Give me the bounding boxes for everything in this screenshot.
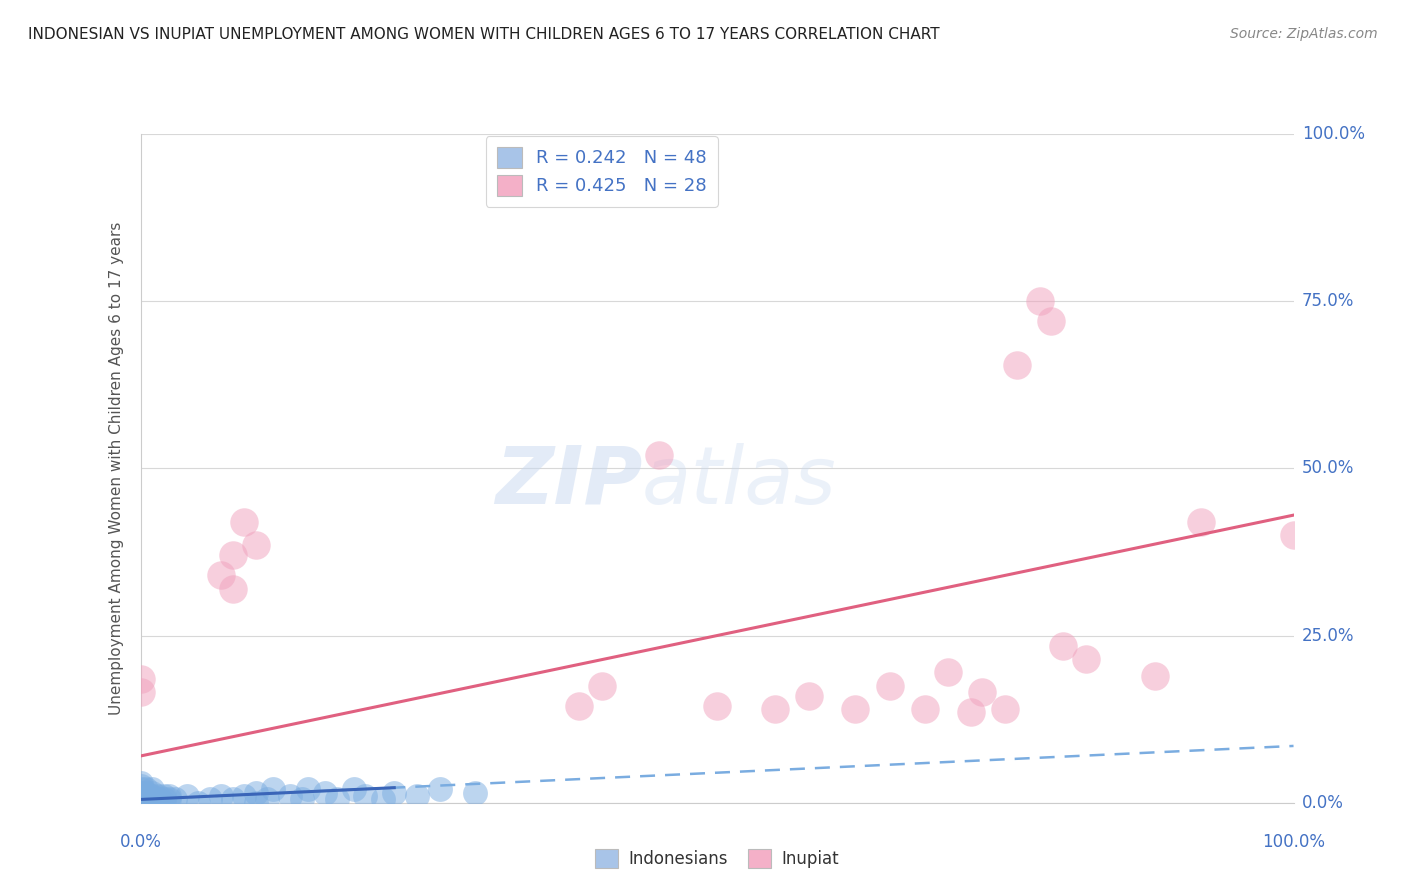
- Point: [135, 782, 157, 797]
- Point: [256, 792, 278, 806]
- Point: [1189, 515, 1212, 529]
- Point: [936, 665, 959, 680]
- Point: [135, 796, 157, 810]
- Point: [343, 782, 366, 797]
- Point: [141, 796, 163, 810]
- Point: [314, 786, 336, 800]
- Point: [297, 782, 319, 797]
- Point: [222, 548, 245, 563]
- Point: [914, 702, 936, 716]
- Legend: Indonesians, Inupiat: Indonesians, Inupiat: [589, 842, 845, 875]
- Point: [198, 792, 221, 806]
- Point: [129, 782, 152, 797]
- Text: ZIP: ZIP: [495, 442, 643, 521]
- Text: 100.0%: 100.0%: [1263, 833, 1324, 851]
- Text: 100.0%: 100.0%: [1302, 125, 1365, 143]
- Point: [146, 792, 169, 806]
- Point: [763, 702, 786, 716]
- Point: [141, 786, 163, 800]
- Point: [1040, 314, 1063, 328]
- Y-axis label: Unemployment Among Women with Children Ages 6 to 17 years: Unemployment Among Women with Children A…: [108, 221, 124, 715]
- Point: [262, 782, 284, 797]
- Point: [648, 448, 671, 462]
- Point: [972, 685, 994, 699]
- Point: [129, 786, 152, 800]
- Point: [879, 679, 901, 693]
- Point: [141, 792, 163, 806]
- Point: [222, 792, 245, 806]
- Point: [135, 786, 157, 800]
- Point: [799, 689, 821, 703]
- Point: [176, 789, 198, 803]
- Point: [371, 792, 394, 806]
- Point: [844, 702, 866, 716]
- Point: [159, 792, 180, 806]
- Text: 75.0%: 75.0%: [1302, 292, 1354, 310]
- Point: [129, 789, 152, 803]
- Point: [464, 786, 486, 800]
- Point: [1144, 669, 1167, 683]
- Point: [245, 796, 267, 810]
- Point: [994, 702, 1017, 716]
- Point: [233, 515, 256, 529]
- Point: [382, 786, 405, 800]
- Point: [291, 792, 314, 806]
- Point: [209, 789, 232, 803]
- Point: [129, 672, 152, 686]
- Point: [1282, 528, 1305, 542]
- Text: Source: ZipAtlas.com: Source: ZipAtlas.com: [1230, 27, 1378, 41]
- Point: [568, 698, 591, 713]
- Point: [129, 792, 152, 806]
- Text: 25.0%: 25.0%: [1302, 626, 1354, 645]
- Point: [159, 789, 180, 803]
- Point: [209, 568, 232, 582]
- Point: [222, 582, 245, 596]
- Point: [325, 792, 347, 806]
- Point: [152, 792, 174, 806]
- Point: [591, 679, 613, 693]
- Point: [129, 775, 152, 790]
- Point: [141, 782, 163, 797]
- Point: [1005, 358, 1028, 372]
- Point: [1074, 652, 1097, 666]
- Point: [187, 796, 209, 810]
- Point: [1029, 294, 1052, 309]
- Point: [146, 796, 169, 810]
- Point: [354, 789, 377, 803]
- Point: [152, 789, 174, 803]
- Point: [146, 789, 169, 803]
- Point: [135, 789, 157, 803]
- Point: [280, 789, 302, 803]
- Text: INDONESIAN VS INUPIAT UNEMPLOYMENT AMONG WOMEN WITH CHILDREN AGES 6 TO 17 YEARS : INDONESIAN VS INUPIAT UNEMPLOYMENT AMONG…: [28, 27, 939, 42]
- Text: 50.0%: 50.0%: [1302, 459, 1354, 477]
- Point: [406, 789, 429, 803]
- Point: [233, 789, 256, 803]
- Point: [129, 796, 152, 810]
- Point: [1052, 639, 1074, 653]
- Point: [245, 538, 267, 552]
- Point: [706, 698, 728, 713]
- Text: 0.0%: 0.0%: [1302, 794, 1344, 812]
- Point: [959, 706, 981, 720]
- Point: [165, 792, 187, 806]
- Point: [245, 786, 267, 800]
- Point: [141, 789, 163, 803]
- Point: [135, 792, 157, 806]
- Point: [429, 782, 451, 797]
- Point: [129, 685, 152, 699]
- Point: [129, 779, 152, 793]
- Text: atlas: atlas: [643, 442, 837, 521]
- Text: 0.0%: 0.0%: [120, 833, 162, 851]
- Point: [152, 796, 174, 810]
